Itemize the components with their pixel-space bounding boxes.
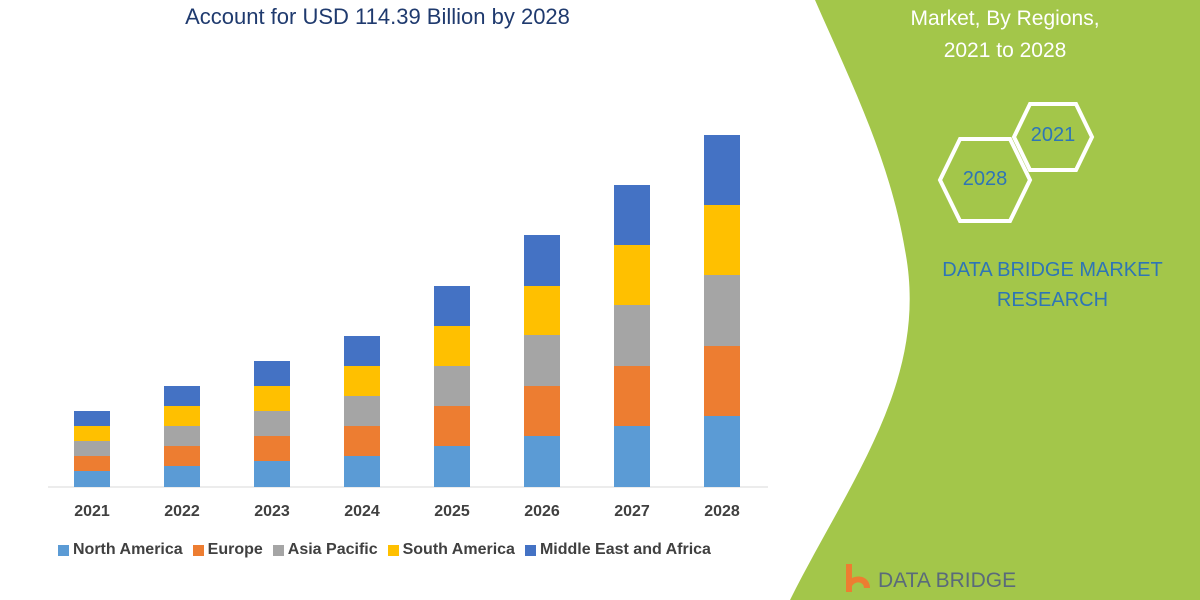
hex-label-end: 2028 <box>962 168 1008 190</box>
bar-2022-asia-pacific <box>164 426 200 446</box>
bar-2024-middle-east-and-africa <box>344 336 380 366</box>
bar-2023-asia-pacific <box>254 411 290 436</box>
bar-2026-middle-east-and-africa <box>524 235 560 286</box>
bar-2025-middle-east-and-africa <box>434 286 470 326</box>
bar-2023-north-america <box>254 461 290 487</box>
bar-2024-north-america <box>344 456 380 487</box>
legend-swatch <box>524 544 536 556</box>
bar-2023-middle-east-and-africa <box>254 361 290 386</box>
bar-2022-europe <box>164 446 200 466</box>
legend-swatch <box>387 544 399 556</box>
bar-2026-south-america <box>524 286 560 335</box>
logo-icon <box>846 564 870 592</box>
bar-2022-middle-east-and-africa <box>164 386 200 406</box>
legend-swatch <box>58 544 69 556</box>
brand-line2: RESEARCH <box>996 289 1109 311</box>
brand-line1: DATA BRIDGE MARKET <box>942 259 1163 281</box>
side-title-line1: Market, By Regions, <box>910 7 1100 30</box>
chart-title: Account for USD 114.39 Billion by 2028 <box>185 4 570 29</box>
bar-2026-europe <box>524 386 560 436</box>
legend-label: Asia Pacific <box>287 541 378 558</box>
legend-label: South America <box>402 541 515 558</box>
bar-2021-north-america <box>74 471 110 487</box>
side-title-line2: 2021 to 2028 <box>943 39 1067 62</box>
x-tick-2027: 2027 <box>614 503 650 520</box>
legend-item: South America <box>387 541 515 559</box>
hexagon-2028 <box>937 137 1033 223</box>
bar-2028-europe <box>704 346 740 416</box>
bar-2027-north-america <box>614 426 650 487</box>
bar-2021-south-america <box>74 426 110 441</box>
x-tick-2026: 2026 <box>524 503 560 520</box>
bars <box>74 135 740 487</box>
bar-2026-asia-pacific <box>524 335 560 386</box>
bar-2022-south-america <box>164 406 200 426</box>
brand-text: DATA BRIDGE MARKET RESEARCH <box>925 255 1180 315</box>
bar-2028-middle-east-and-africa <box>704 135 740 205</box>
bar-2025-north-america <box>434 446 470 487</box>
logo-text: DATA BRIDGE <box>878 569 1017 592</box>
x-tick-2028: 2028 <box>704 503 740 520</box>
bar-2024-asia-pacific <box>344 396 380 426</box>
hex-label-start: 2021 <box>1030 124 1076 146</box>
legend-item: Europe <box>192 541 263 559</box>
bar-2027-middle-east-and-africa <box>614 185 650 245</box>
bar-2027-south-america <box>614 245 650 305</box>
bar-2023-europe <box>254 436 290 461</box>
bar-2024-south-america <box>344 366 380 396</box>
x-tick-2022: 2022 <box>164 503 200 520</box>
legend-item: Asia Pacific <box>272 541 378 559</box>
legend-label: North America <box>73 541 183 558</box>
bar-2024-europe <box>344 426 380 456</box>
bar-2022-north-america <box>164 466 200 487</box>
legend-item: North America <box>58 541 183 559</box>
bar-2021-europe <box>74 456 110 471</box>
bar-2028-south-america <box>704 205 740 275</box>
legend-label: Europe <box>207 541 263 558</box>
x-tick-2021: 2021 <box>74 503 110 520</box>
hexagon-2021 <box>1011 102 1095 172</box>
bar-2028-north-america <box>704 416 740 487</box>
legend-item: Middle East and Africa <box>524 541 711 559</box>
legend: North America Europe Asia Pacific South Ame… <box>58 541 711 559</box>
bar-2026-north-america <box>524 436 560 487</box>
bar-2027-europe <box>614 366 650 426</box>
x-tick-2024: 2024 <box>344 503 380 520</box>
x-tick-2023: 2023 <box>254 503 290 520</box>
x-tick-2025: 2025 <box>434 503 470 520</box>
bar-2021-middle-east-and-africa <box>74 411 110 426</box>
bar-2021-asia-pacific <box>74 441 110 456</box>
bar-2028-asia-pacific <box>704 275 740 346</box>
legend-swatch <box>192 544 204 556</box>
bar-2025-south-america <box>434 326 470 366</box>
bar-2025-asia-pacific <box>434 366 470 406</box>
green-side-panel <box>790 0 1200 600</box>
bar-2025-europe <box>434 406 470 446</box>
legend-swatch <box>272 544 284 556</box>
bar-2027-asia-pacific <box>614 305 650 366</box>
legend-label: Middle East and Africa <box>539 541 711 558</box>
bar-2023-south-america <box>254 386 290 411</box>
